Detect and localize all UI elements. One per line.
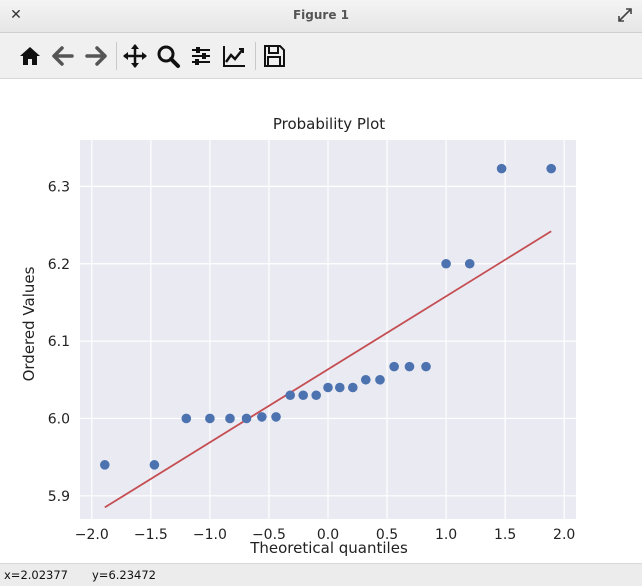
- floppy-disk-icon: [264, 45, 285, 67]
- fit-line: [104, 230, 552, 509]
- x-tick-label: −2.0: [75, 527, 109, 543]
- zoom-button[interactable]: [154, 42, 182, 70]
- data-point: [225, 413, 235, 424]
- data-point: [375, 374, 385, 385]
- back-button[interactable]: [49, 42, 77, 70]
- data-point: [181, 413, 192, 424]
- status-bar: x=2.02377 y=6.23472: [0, 563, 642, 586]
- forward-button[interactable]: [82, 42, 110, 70]
- grid-lines: [80, 140, 576, 519]
- x-tick-label: 0.0: [317, 527, 339, 543]
- cursor-y-readout: y=6.23472: [92, 568, 156, 582]
- x-tick-label: 2.0: [553, 527, 575, 543]
- data-point: [389, 361, 399, 372]
- data-point: [241, 413, 252, 424]
- data-point: [257, 412, 267, 422]
- toolbar-separator: [255, 42, 256, 70]
- line-chart-icon: [223, 46, 245, 67]
- data-point: [404, 361, 415, 372]
- x-tick-label: 1.5: [494, 527, 516, 543]
- sliders-icon: [192, 47, 210, 65]
- data-point: [421, 361, 431, 372]
- data-point: [298, 390, 309, 401]
- tick-labels: −2.0 −1.5 −1.0 −0.5 0.0 0.5 1.0 1.5 2.0 5.9 6.0 6.1…: [48, 179, 576, 543]
- x-tick-label: 0.5: [376, 527, 398, 543]
- maximize-icon[interactable]: [616, 6, 634, 24]
- window-titlebar: ✕ Figure 1: [0, 0, 642, 33]
- y-tick-label: 6.2: [48, 257, 70, 273]
- arrow-right-icon: [85, 46, 107, 66]
- navigation-toolbar: [0, 33, 642, 79]
- save-button[interactable]: [260, 42, 288, 70]
- x-tick-label: −1.5: [134, 527, 168, 543]
- data-point: [348, 382, 358, 393]
- data-point: [546, 163, 556, 174]
- data-point: [271, 412, 281, 422]
- data-point: [464, 258, 475, 269]
- toolbar-separator: [116, 42, 117, 70]
- y-tick-label: 6.0: [48, 411, 70, 427]
- data-point: [360, 374, 371, 385]
- close-icon[interactable]: ✕: [10, 7, 22, 23]
- pan-button[interactable]: [121, 42, 149, 70]
- home-button[interactable]: [16, 42, 44, 70]
- probability-plot: Probability Plot −2.0 −1.5 −1.0 −0.5 0.0 0.5 1…: [20, 115, 576, 557]
- home-icon: [20, 47, 40, 65]
- x-tick-label: −1.0: [193, 527, 227, 543]
- edit-axes-button[interactable]: [220, 42, 248, 70]
- chart-title: Probability Plot: [273, 115, 385, 133]
- x-tick-label: −0.5: [252, 527, 286, 543]
- move-icon: [123, 44, 147, 68]
- y-tick-label: 6.3: [48, 179, 70, 195]
- data-point: [311, 390, 321, 401]
- data-point: [149, 460, 160, 470]
- x-tick-label: 1.0: [435, 527, 457, 543]
- x-axis-label: Theoretical quantiles: [249, 539, 408, 557]
- y-axis-label: Ordered Values: [20, 266, 38, 381]
- data-point: [285, 390, 296, 401]
- figure-canvas[interactable]: Probability Plot −2.0 −1.5 −1.0 −0.5 0.0 0.5 1…: [0, 79, 642, 563]
- magnifier-icon: [157, 45, 180, 68]
- arrow-left-icon: [52, 46, 74, 66]
- data-point: [100, 460, 110, 470]
- configure-subplots-button[interactable]: [187, 42, 215, 70]
- data-point: [335, 382, 345, 393]
- window-title: Figure 1: [292, 8, 350, 22]
- data-point: [496, 163, 507, 174]
- y-tick-label: 5.9: [48, 489, 70, 505]
- data-point: [323, 382, 333, 393]
- data-point: [205, 413, 215, 424]
- cursor-x-readout: x=2.02377: [4, 568, 68, 582]
- data-marks: [100, 163, 556, 509]
- y-tick-label: 6.1: [48, 334, 70, 350]
- data-point: [441, 258, 451, 269]
